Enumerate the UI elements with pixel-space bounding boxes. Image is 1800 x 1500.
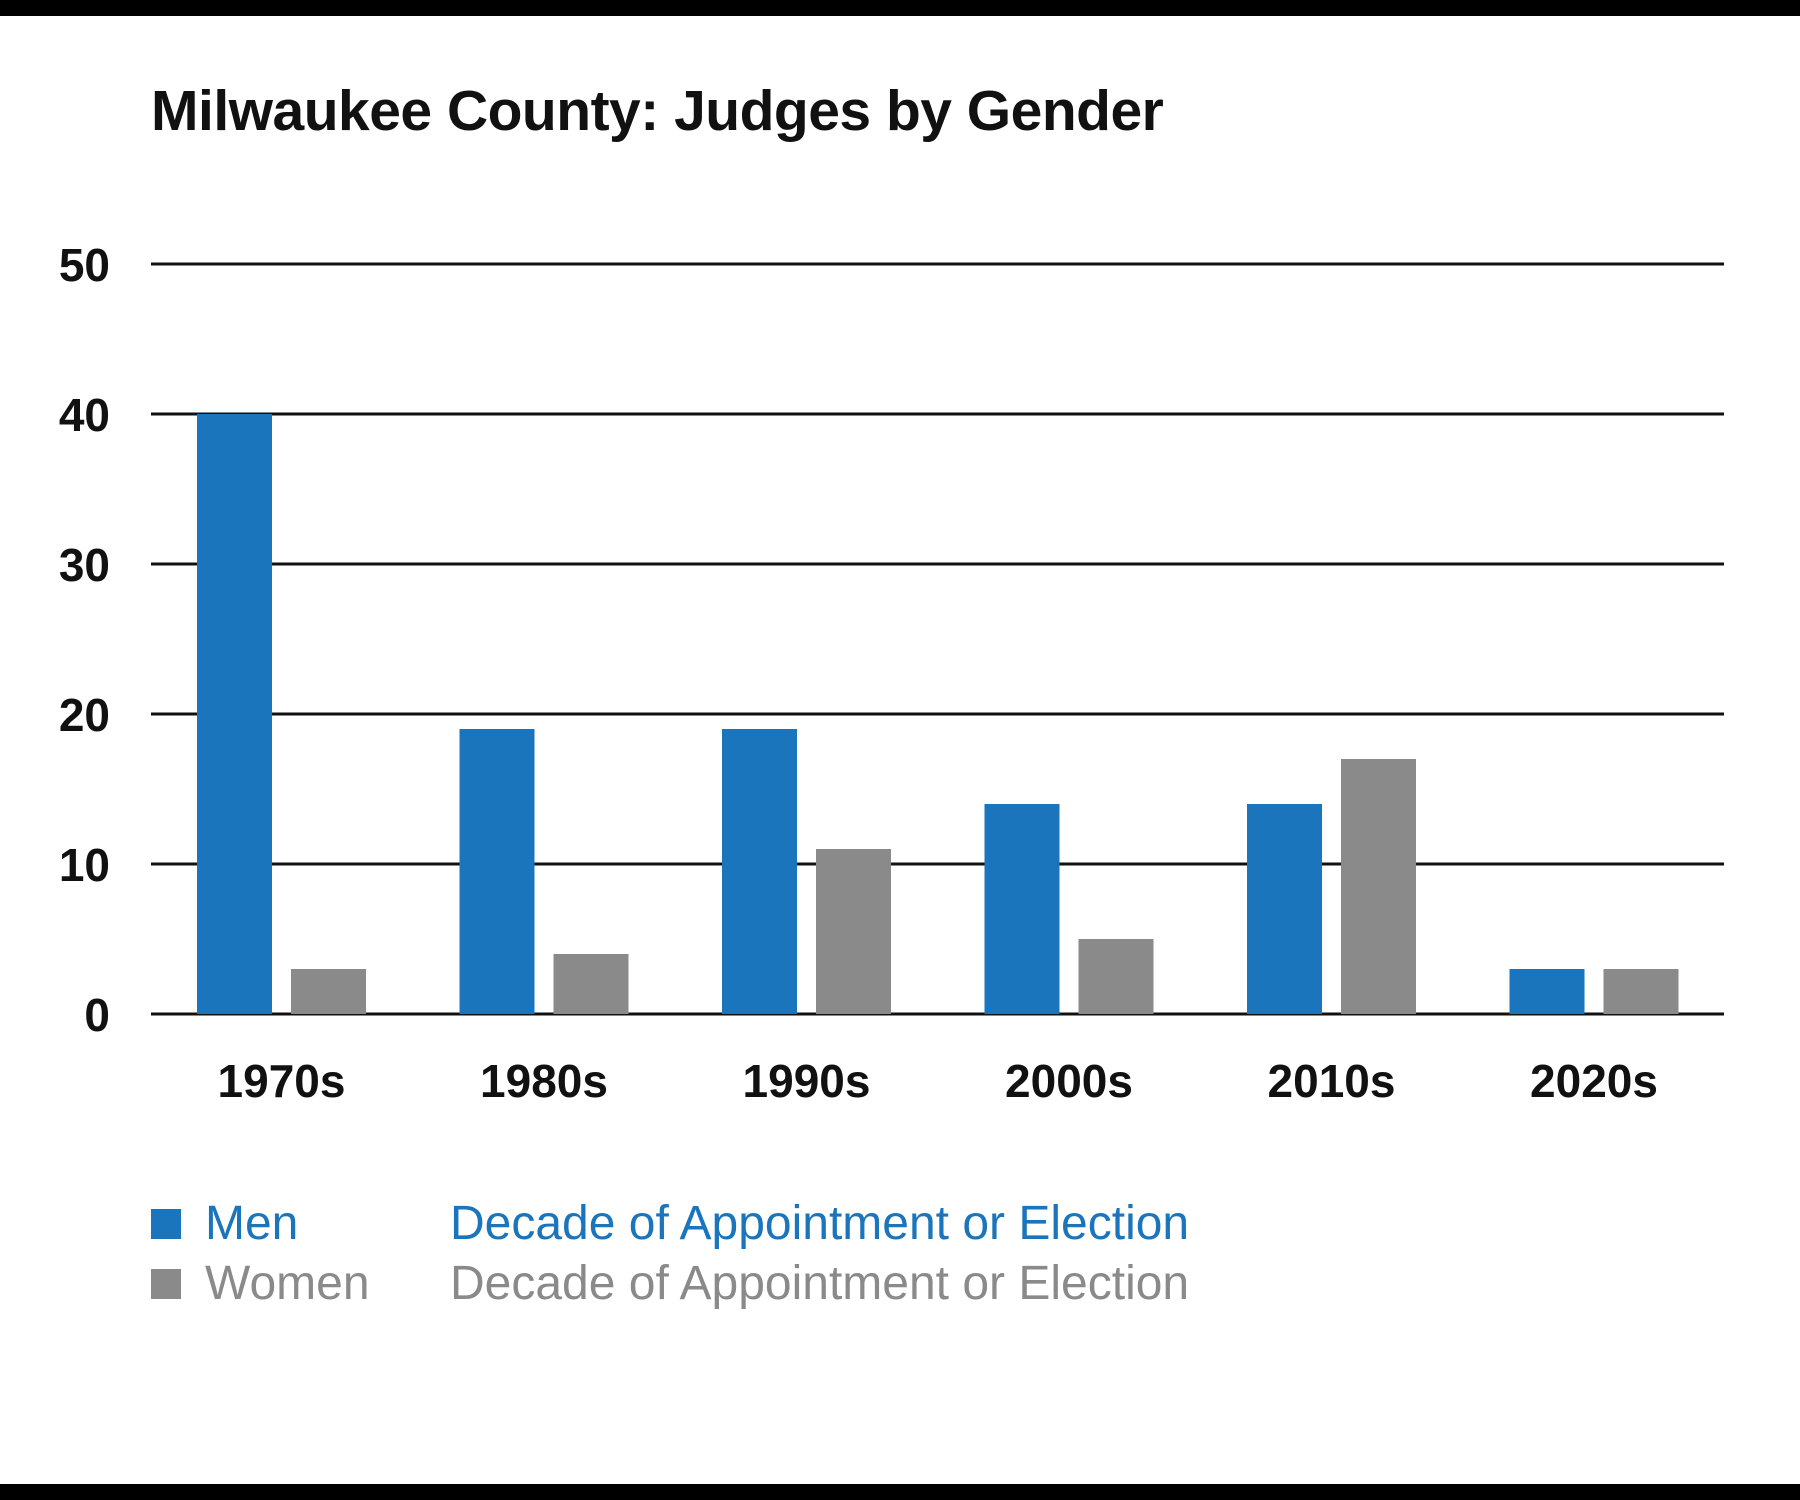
y-tick-label: 40 [59,389,110,441]
legend-item-women: Women Decade of Appointment or Election [151,1254,1189,1314]
x-tick-label: 1990s [743,1055,871,1107]
chart-title: Milwaukee County: Judges by Gender [151,79,1164,143]
x-tick-label: 1970s [218,1055,346,1107]
bar-men-2000s [984,804,1060,1014]
y-tick-label: 0 [84,989,110,1041]
y-tick-label: 10 [59,839,110,891]
bar-women-2010s [1341,759,1416,1014]
chart-frame: Milwaukee County: Judges by Gender 0 10 20… [0,16,1800,1484]
y-tick-label: 50 [59,239,110,291]
x-tick-label: 2010s [1268,1055,1396,1107]
y-tick-label: 30 [59,539,110,591]
legend-description-women: Decade of Appointment or Election [450,1257,1190,1310]
bar-men-1970s [197,414,272,1014]
bar-men-2010s [1247,804,1322,1014]
bar-women-1970s [291,969,366,1014]
bar-women-2000s [1078,939,1154,1014]
x-tick-label: 2020s [1530,1055,1658,1107]
bar-men-2020s [1509,969,1585,1014]
bar-women-2020s [1603,969,1679,1014]
men-swatch-icon [151,1209,181,1239]
legend-description-men: Decade of Appointment or Election [450,1197,1190,1250]
bar-women-1990s [816,849,891,1014]
legend: Men Decade of Appointment or Election Wo… [151,1194,1189,1314]
legend-item-men: Men Decade of Appointment or Election [151,1194,1189,1254]
bar-chart-plot: 0 10 20 30 40 50 1970s 1980s 1990s 2000s 2010s 202… [59,239,1724,1107]
y-axis-ticks: 0 10 20 30 40 50 [59,239,110,1041]
bars [197,414,1679,1014]
y-tick-label: 20 [59,689,110,741]
gridlines [151,262,1724,1016]
legend-label-women: Women [205,1257,370,1310]
bar-men-1980s [459,729,535,1014]
x-tick-label: 1980s [480,1055,608,1107]
legend-label-men: Men [205,1197,299,1250]
x-tick-label: 2000s [1005,1055,1133,1107]
bar-women-1980s [553,954,629,1014]
women-swatch-icon [151,1269,181,1299]
x-axis-ticks: 1970s 1980s 1990s 2000s 2010s 2020s [218,1055,1658,1107]
bar-men-1990s [722,729,797,1014]
